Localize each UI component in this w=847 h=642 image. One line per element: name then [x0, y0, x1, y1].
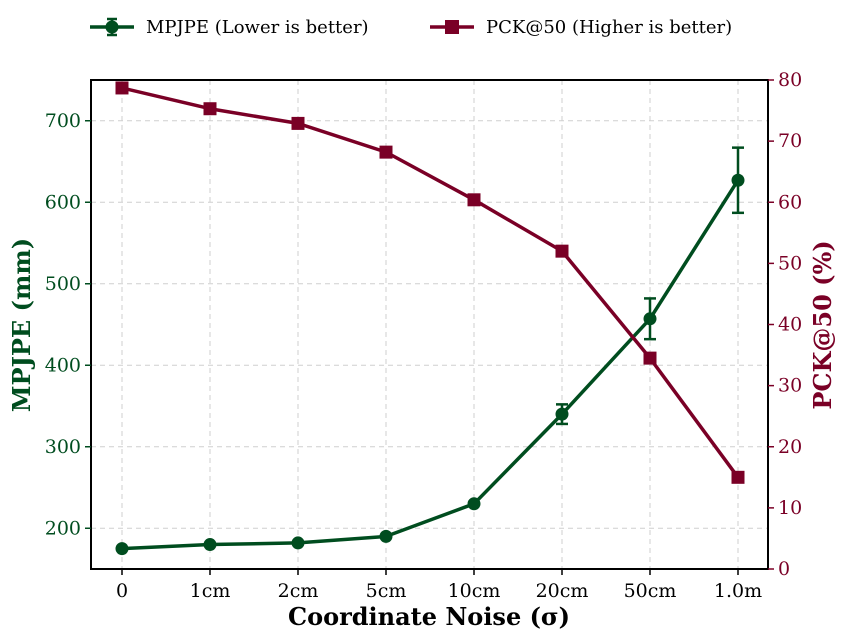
series-line-pck: [121, 86, 740, 479]
axes-layer: 0 1cm 2cm 5cm 10cm 20cm 50cm 1.0m20030040050060…: [45, 69, 802, 602]
y-left-tick-label: 400: [45, 354, 81, 376]
grid: [91, 80, 768, 569]
data-point-mpjpe: [203, 538, 217, 552]
x-tick-label: 10cm: [448, 580, 501, 602]
data-point-pck: [203, 102, 217, 116]
data-point-pck: [555, 244, 569, 258]
y-left-tick-label: 700: [45, 110, 81, 132]
y-right-tick-label: 20: [778, 436, 802, 458]
y-right-tick-label: 40: [778, 314, 802, 336]
y-right-tick-label: 30: [778, 375, 802, 397]
y-left-tick-label: 200: [45, 517, 81, 539]
data-point-pck: [643, 351, 657, 365]
y-left-axis-title: MPJPE (mm): [7, 238, 36, 412]
data-point-mpjpe: [291, 536, 305, 550]
legend-marker-square: [445, 20, 459, 34]
y-right-tick-label: 80: [778, 69, 802, 91]
y-left-tick-label: 600: [45, 191, 81, 213]
x-tick-label: 1cm: [190, 580, 231, 602]
y-right-tick-label: 50: [778, 252, 802, 274]
y-right-tick-label: 60: [778, 191, 802, 213]
data-point-mpjpe: [643, 312, 657, 326]
legend-marker-circle: [105, 20, 119, 34]
series-layer: [115, 81, 745, 556]
legend-item-pck: PCK@50 (Higher is better): [430, 17, 732, 38]
data-point-pck: [467, 193, 481, 207]
data-point-mpjpe: [731, 173, 745, 187]
data-point-mpjpe: [379, 529, 393, 543]
x-tick-label: 0: [116, 580, 128, 602]
legend: MPJPE (Lower is better) PCK@50 (Higher i…: [90, 17, 732, 38]
y-left-tick-label: 300: [45, 436, 81, 458]
data-point-pck: [291, 116, 305, 130]
data-point-pck: [115, 81, 129, 95]
legend-label-pck: PCK@50 (Higher is better): [486, 17, 732, 38]
legend-label-mpjpe: MPJPE (Lower is better): [146, 17, 369, 38]
x-tick-label: 20cm: [536, 580, 589, 602]
data-point-mpjpe: [555, 407, 569, 421]
y-left-tick-label: 500: [45, 273, 81, 295]
series-line-mpjpe: [121, 179, 740, 551]
x-tick-label: 2cm: [278, 580, 319, 602]
data-point-pck: [379, 145, 393, 159]
plot-frame: [90, 79, 769, 570]
y-right-axis-title: PCK@50 (%): [808, 240, 837, 409]
legend-item-mpjpe: MPJPE (Lower is better): [90, 17, 369, 38]
y-right-tick-label: 0: [778, 558, 790, 580]
x-tick-label: 50cm: [624, 580, 677, 602]
data-point-pck: [731, 470, 745, 484]
x-axis-title: Coordinate Noise (σ): [288, 602, 570, 631]
y-right-tick-label: 70: [778, 130, 802, 152]
data-point-mpjpe: [115, 542, 129, 556]
x-tick-label: 5cm: [366, 580, 407, 602]
x-tick-label: 1.0m: [714, 580, 762, 602]
data-point-mpjpe: [467, 497, 481, 511]
y-right-tick-label: 10: [778, 497, 802, 519]
